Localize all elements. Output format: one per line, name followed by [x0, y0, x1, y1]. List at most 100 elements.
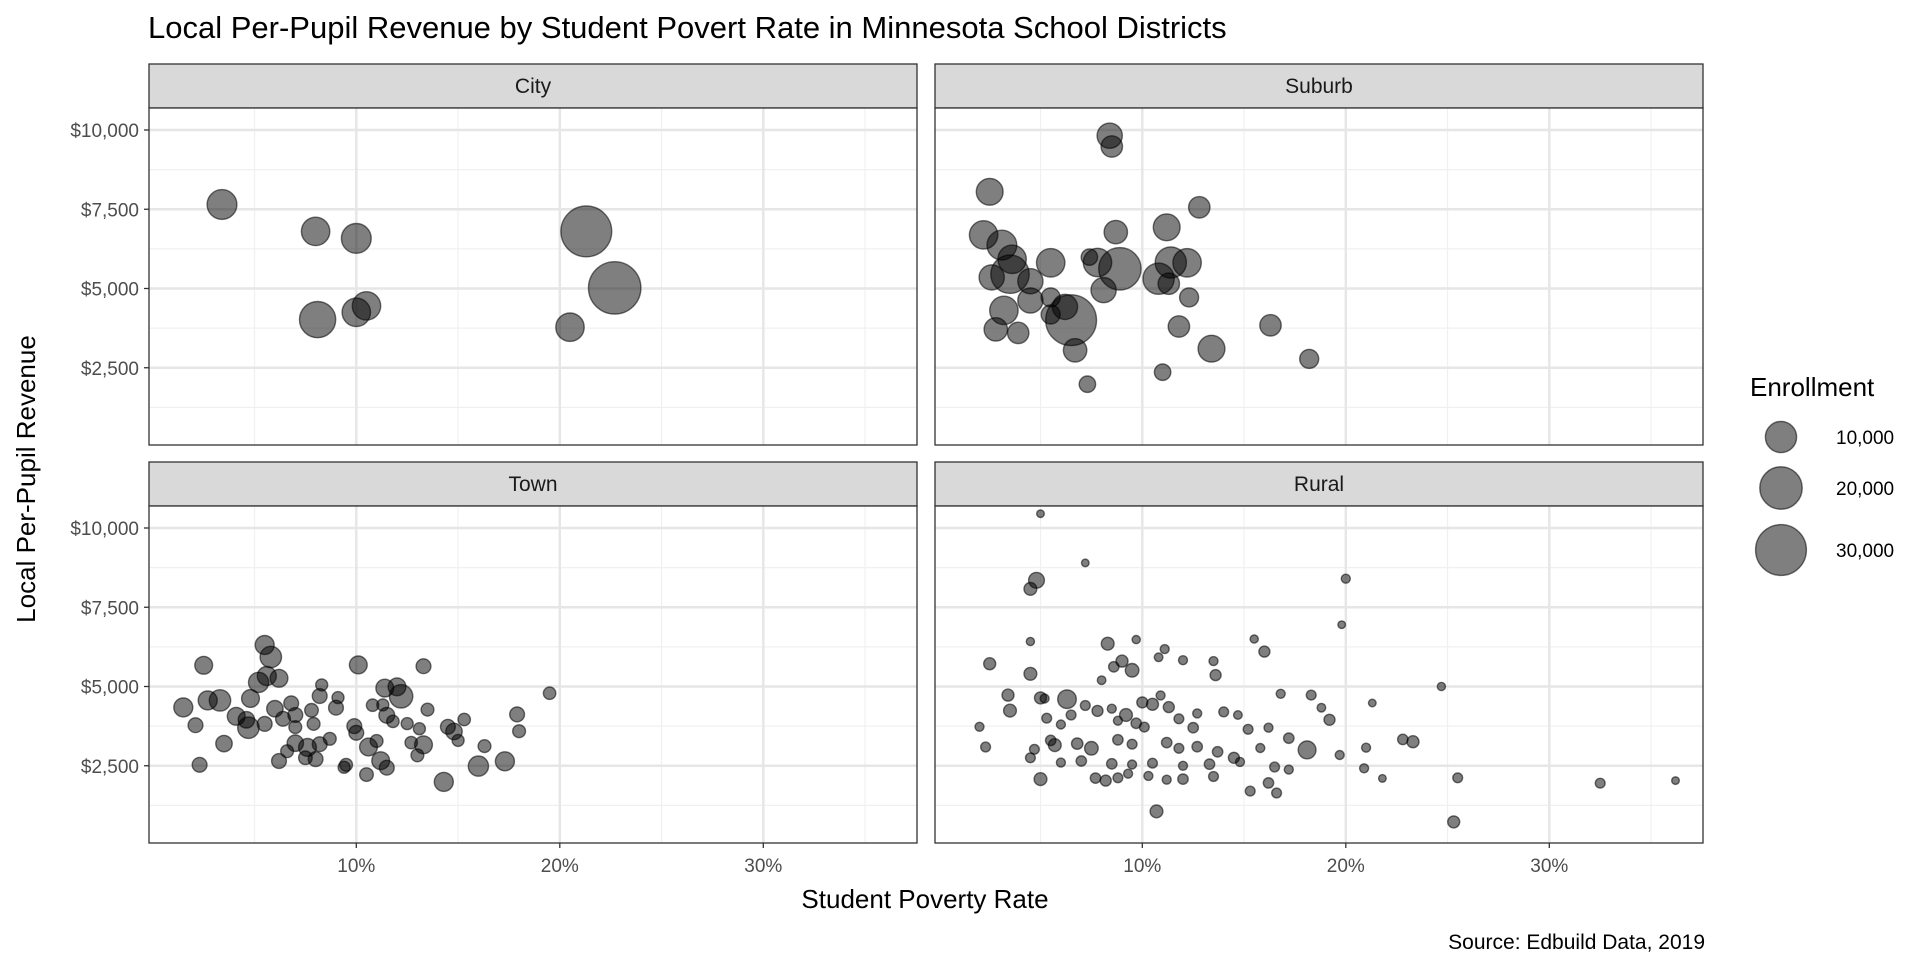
data-point [206, 188, 238, 221]
data-point [410, 748, 425, 763]
y-tick-label: $2,500 [81, 359, 139, 380]
data-point [1436, 681, 1447, 692]
data-point [1203, 758, 1216, 771]
data-point [1177, 760, 1189, 771]
data-point [270, 752, 288, 770]
data-point [1122, 768, 1134, 779]
data-point [1340, 573, 1352, 584]
data-point [1159, 643, 1170, 655]
data-point [1360, 742, 1372, 753]
points [968, 122, 1320, 394]
data-point [1255, 742, 1266, 754]
data-point [1099, 774, 1112, 787]
data-point [1258, 645, 1271, 658]
y-tick-label: $7,500 [81, 598, 139, 619]
data-point [979, 741, 992, 753]
data-point [1162, 700, 1176, 714]
data-point [1187, 195, 1211, 219]
legend-key [1764, 420, 1798, 454]
data-point [1035, 509, 1045, 519]
data-point [974, 721, 985, 732]
data-point [1006, 321, 1030, 345]
data-point [1145, 697, 1160, 711]
x-tick-label: 20% [1327, 856, 1365, 877]
legend-key [1754, 523, 1808, 577]
data-point [467, 755, 490, 777]
data-point [1197, 334, 1226, 363]
data-point [208, 689, 232, 712]
data-point [1041, 712, 1053, 724]
data-point [420, 702, 435, 717]
data-point [300, 216, 331, 247]
panel-city: City $2,500 $5,000 $7,500 $10,000 [70, 63, 918, 446]
data-point [1208, 655, 1219, 667]
data-point [1126, 759, 1138, 770]
chart-title: Local Per-Pupil Revenue by Student Pover… [148, 10, 1227, 45]
data-point [298, 300, 337, 339]
data-point [378, 759, 395, 776]
data-point [400, 716, 414, 731]
data-point [587, 260, 642, 315]
data-point [1270, 787, 1283, 799]
data-point [304, 702, 320, 718]
data-point [348, 724, 365, 741]
points [206, 188, 642, 343]
facet-label: Rural [1294, 473, 1344, 496]
x-tick-label: 30% [744, 856, 782, 877]
data-point [1083, 740, 1099, 756]
data-point [1232, 710, 1243, 721]
panel-town: Town $2,500 $5,000 $7,500 $10,000 10% 20% 30% [70, 461, 918, 877]
data-point [415, 658, 432, 675]
facet-label: Town [508, 473, 557, 496]
y-tick-label: $5,000 [81, 678, 139, 699]
data-point [1153, 363, 1172, 382]
data-point [1358, 763, 1370, 774]
data-point [1316, 702, 1327, 713]
data-point [240, 688, 261, 709]
data-point [1367, 698, 1377, 708]
panel-border [934, 107, 1704, 446]
panel-rural: Rural 10% 20% 30% [934, 461, 1704, 877]
data-point [1160, 736, 1173, 749]
data-point [1334, 749, 1345, 761]
y-axis-label: Local Per-Pupil Revenue [11, 335, 41, 623]
data-point [1096, 675, 1107, 686]
data-point [1268, 761, 1281, 773]
data-point [307, 750, 324, 768]
data-point [1305, 689, 1317, 701]
data-point [511, 724, 527, 739]
data-point [1172, 247, 1203, 278]
x-tick-label: 20% [541, 856, 579, 877]
data-point [1090, 276, 1117, 304]
data-point [1091, 704, 1104, 718]
data-point [274, 710, 292, 727]
data-point [451, 733, 465, 748]
x-tick-label: 10% [1123, 856, 1161, 877]
panel-border [148, 107, 918, 446]
data-point [1131, 634, 1141, 645]
data-point [1078, 375, 1097, 394]
data-point [1112, 715, 1124, 726]
data-point [560, 205, 613, 258]
data-point [542, 686, 557, 701]
data-point [412, 722, 427, 736]
data-point [1112, 733, 1124, 746]
data-point [1209, 668, 1222, 682]
data-point [1262, 777, 1275, 789]
data-point [1167, 315, 1191, 338]
data-point [1157, 272, 1181, 296]
legend-key [1759, 466, 1803, 510]
data-point [236, 716, 260, 740]
data-point [1017, 287, 1044, 314]
points [173, 634, 557, 793]
data-point [1055, 719, 1067, 730]
data-point [1152, 213, 1181, 242]
data-point [1244, 785, 1256, 797]
data-point [327, 699, 345, 716]
data-point [1118, 707, 1134, 723]
y-tick-label: $5,000 [81, 280, 139, 301]
data-point [1105, 757, 1118, 770]
panel-background [935, 108, 1703, 445]
data-point [1025, 636, 1036, 647]
facet-strip [148, 461, 918, 507]
